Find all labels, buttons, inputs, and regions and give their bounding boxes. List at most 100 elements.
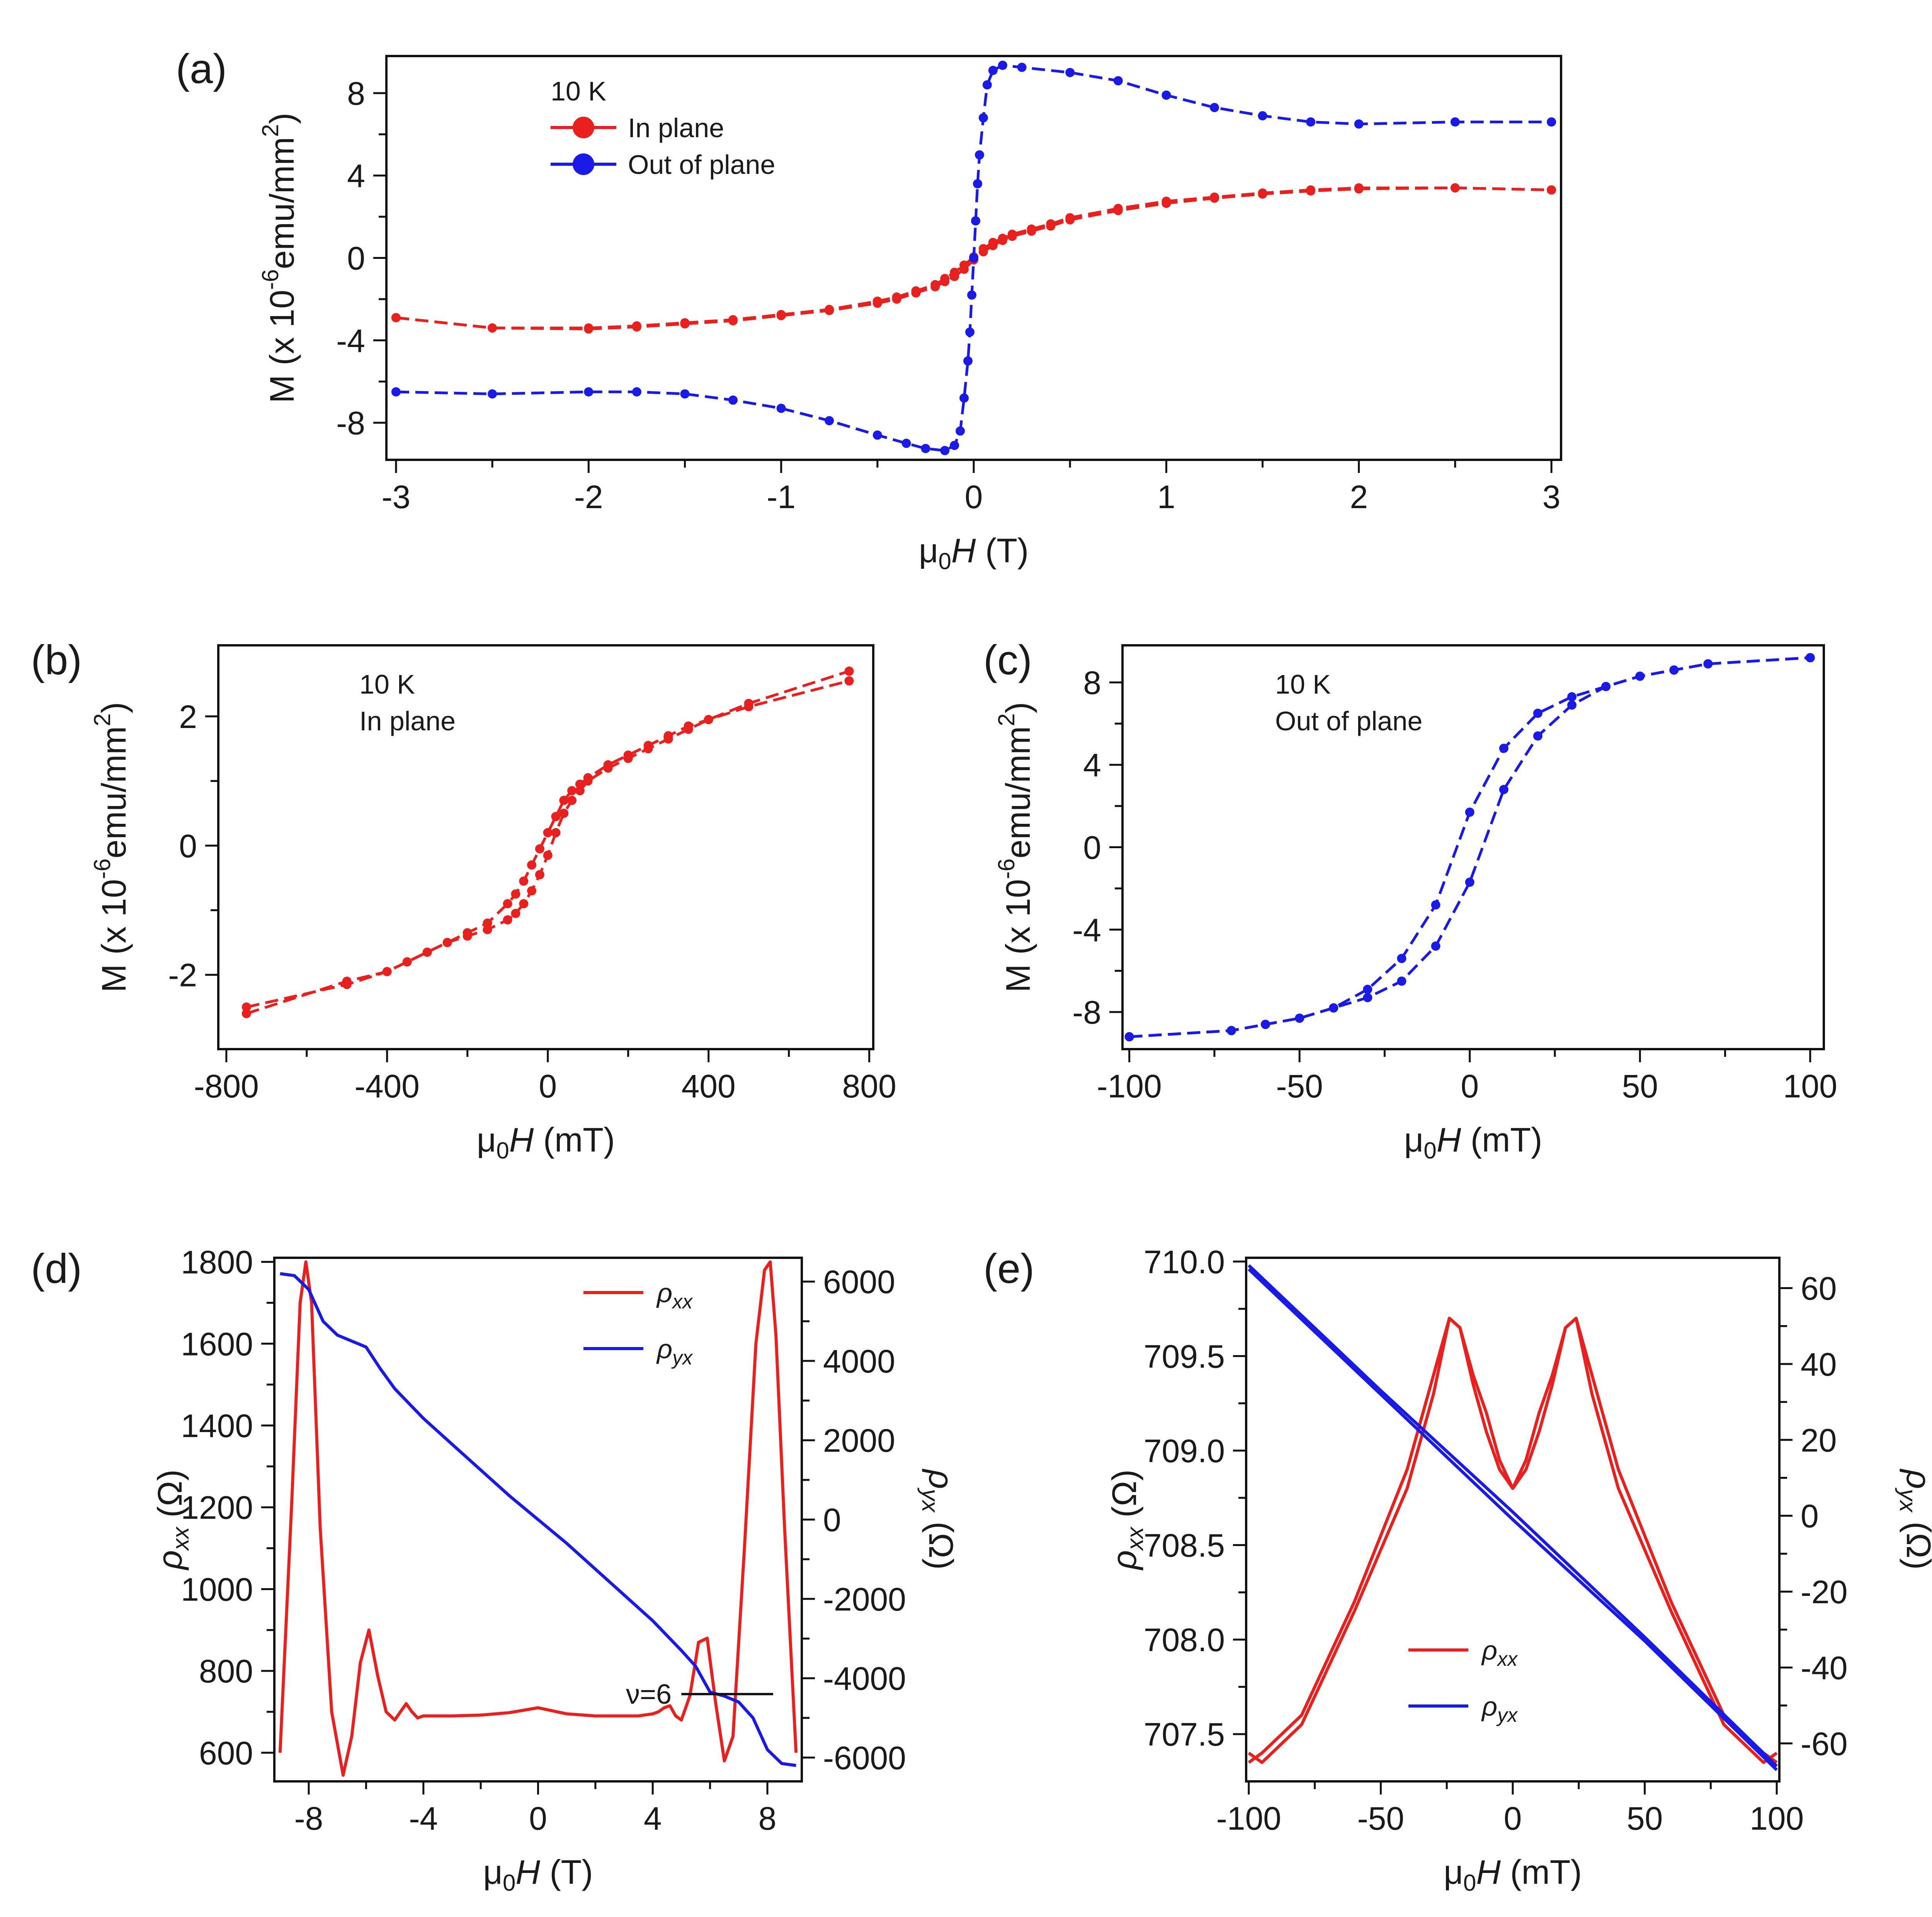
x-axis-label: μ0H (mT) (477, 1121, 615, 1163)
data-point (584, 324, 594, 334)
y2-axis-label: ρyx (Ω) (917, 1468, 960, 1570)
data-point (551, 828, 561, 837)
data-point (422, 947, 432, 957)
data-point (982, 80, 992, 90)
data-point (963, 356, 973, 366)
data-point (551, 812, 561, 822)
data-point (971, 216, 980, 226)
data-point (998, 236, 1007, 245)
x-tick-label: 0 (1461, 1068, 1479, 1104)
series-line-out-of-plane (1129, 656, 1811, 1038)
data-point (1635, 672, 1645, 681)
data-point (1363, 993, 1372, 1002)
x-tick-label: 0 (539, 1068, 557, 1104)
data-point (978, 113, 988, 122)
data-point (527, 886, 537, 896)
data-point (623, 750, 633, 760)
y-tick-label: -4 (336, 323, 365, 359)
data-point (632, 387, 641, 397)
y-tick-label: 8 (347, 75, 365, 112)
data-point (632, 322, 641, 332)
data-point (575, 786, 585, 796)
y2-tick-label: -2000 (823, 1581, 906, 1618)
data-point (1805, 653, 1815, 662)
data-point (1547, 185, 1556, 195)
y2-tick-label: 20 (1801, 1422, 1837, 1458)
x-axis-label: μ0H (mT) (1404, 1121, 1543, 1163)
data-point (583, 773, 593, 782)
y2-tick-label: 6000 (823, 1264, 895, 1300)
data-point (998, 61, 1007, 70)
y-axis-label: M (x 10-6emu/mm2) (993, 702, 1037, 993)
data-point (1354, 184, 1364, 194)
y2-tick-label: -60 (1801, 1726, 1847, 1762)
data-point (684, 721, 693, 731)
data-point (1210, 193, 1219, 203)
y2-tick-label: -20 (1801, 1574, 1847, 1610)
y2-tick-label: -4000 (823, 1660, 906, 1697)
x-tick-label: -3 (382, 479, 411, 515)
panel-d: (d) -8 -4 0 4 8 600 800 1000 1200 1400 1600 1800 -600… (31, 1244, 960, 1896)
series-line-out-of-plane (396, 64, 1552, 452)
data-point (1113, 206, 1123, 215)
x-tick-label: 3 (1543, 479, 1561, 515)
data-point (872, 298, 882, 308)
series-line-rho-xx (278, 1260, 798, 1777)
y-tick-label: 707.5 (1144, 1716, 1225, 1753)
data-point (1027, 226, 1036, 236)
y-tick-label: 0 (1083, 830, 1101, 866)
y2-tick-label: 2000 (823, 1422, 895, 1459)
panel-label-e: (e) (983, 1245, 1034, 1292)
data-point (488, 389, 497, 399)
data-point (728, 395, 738, 405)
data-point (503, 899, 512, 908)
panel-label-b: (b) (31, 636, 82, 683)
x-tick-label: -800 (194, 1068, 259, 1104)
data-point (1306, 186, 1316, 196)
panel-annotation: In plane (359, 706, 456, 736)
data-point (488, 323, 497, 333)
x-tick-label: 2 (1350, 479, 1368, 515)
data-point (643, 741, 653, 750)
data-point (680, 389, 690, 399)
data-point (1397, 976, 1406, 986)
panel-b: (b) -800 -400 0 400 800 -2 0 2 μ0H (mT) M (x 10-6e… (31, 636, 896, 1163)
data-point (1397, 954, 1406, 963)
y-tick-label: 8 (1083, 665, 1101, 701)
data-point (959, 393, 969, 403)
x-tick-label: 0 (1504, 1800, 1522, 1837)
data-point (1113, 76, 1123, 85)
panel-annotation: 10 K (359, 669, 415, 699)
y-tick-label: 709.5 (1144, 1338, 1225, 1374)
y2-axis-label: ρyx (Ω) (1895, 1468, 1932, 1570)
data-point (776, 311, 786, 320)
data-point (603, 760, 613, 770)
data-point (1465, 807, 1475, 817)
x-tick-label: -8 (294, 1800, 323, 1837)
y-tick-label: 708.0 (1144, 1622, 1225, 1658)
plot-area (1248, 1264, 1778, 1771)
series-line-rho-yx (280, 1272, 796, 1767)
panel-label-a: (a) (176, 45, 227, 92)
data-point (575, 779, 585, 789)
plot-area (391, 61, 1556, 455)
data-point (1450, 117, 1460, 127)
x-tick-label: 1 (1157, 479, 1175, 515)
data-point (1431, 900, 1440, 910)
y-tick-label: 0 (347, 240, 365, 277)
data-point (1567, 700, 1577, 710)
legend-label: ρxx (656, 1278, 693, 1313)
legend-marker (573, 117, 594, 138)
y-tick-label: 0 (179, 828, 197, 864)
plot-frame (217, 644, 874, 1050)
legend-title: 10 K (551, 76, 606, 106)
panel-label-c: (c) (983, 636, 1032, 683)
panel-a: (a) -3 -2 -1 0 1 2 3 -8 -4 0 4 8 μ0H (T) M (x 10-6emu/… (176, 45, 1562, 574)
data-point (342, 980, 352, 989)
x-tick-label: -400 (355, 1068, 420, 1104)
data-point (391, 313, 401, 323)
data-point (1295, 1014, 1304, 1023)
data-point (1547, 117, 1556, 127)
